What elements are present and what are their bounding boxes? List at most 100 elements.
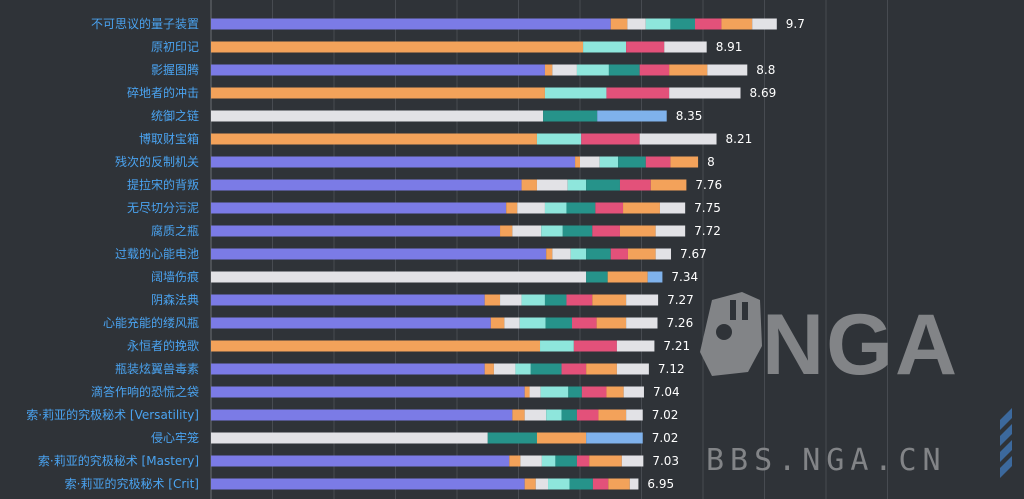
bar-segment — [586, 271, 608, 283]
bar-segment — [512, 409, 525, 421]
bar-segment — [639, 64, 670, 76]
bar-segment — [484, 363, 494, 375]
bar-segment — [707, 64, 748, 76]
bar-segment — [575, 156, 580, 168]
bar-segment — [521, 294, 545, 306]
bar-segment — [586, 179, 620, 191]
category-label: 不可思议的量子装置 — [91, 16, 199, 31]
bar-segment — [211, 87, 545, 99]
bar-segment — [669, 87, 741, 99]
bar-segment — [596, 317, 627, 329]
bar-segment — [544, 202, 567, 214]
category-label: 过载的心能电池 — [115, 246, 199, 261]
category-label: 瓶装炫翼兽毒素 — [115, 361, 199, 376]
value-label: 7.75 — [694, 201, 721, 215]
value-label: 8.8 — [756, 63, 775, 77]
value-label: 8 — [707, 155, 715, 169]
bar-segment — [610, 18, 628, 30]
bar-segment — [566, 294, 593, 306]
bar-segment — [484, 294, 501, 306]
category-label: 统御之链 — [151, 108, 199, 123]
category-label: 索·莉亚的究极秘术 [Versatility] — [26, 407, 199, 422]
bar-segment — [536, 432, 587, 444]
bar-segment — [595, 202, 624, 214]
bar-segment — [506, 202, 518, 214]
bar-segment — [639, 133, 717, 145]
category-label: 索·莉亚的究极秘术 [Mastery] — [38, 453, 199, 468]
bar-segment — [211, 133, 537, 145]
bar-segment — [566, 202, 596, 214]
bar-segment — [650, 179, 687, 191]
bar-segment — [616, 340, 655, 352]
bar-segment — [544, 87, 607, 99]
category-label: 提拉宋的背叛 — [127, 177, 199, 192]
bar-segment — [695, 18, 722, 30]
bar-segment — [607, 271, 648, 283]
value-label: 7.02 — [652, 431, 679, 445]
bars — [211, 18, 777, 490]
bar-segment — [546, 248, 553, 260]
bar-segment — [592, 294, 627, 306]
bar-segment — [211, 64, 545, 76]
bar-segment — [561, 363, 587, 375]
bar-segment — [626, 41, 665, 53]
bar-segment — [598, 409, 627, 421]
value-label: 7.34 — [671, 270, 698, 284]
value-label: 8.69 — [750, 86, 777, 100]
bar-segment — [540, 340, 574, 352]
bar-segment — [623, 202, 660, 214]
bar-segment — [524, 478, 536, 490]
bar-segment — [626, 409, 643, 421]
bar-segment — [606, 87, 670, 99]
category-label: 阔墙伤痕 — [151, 269, 199, 284]
bar-segment — [211, 294, 485, 306]
value-label: 7.72 — [694, 224, 721, 238]
bar-segment — [211, 363, 485, 375]
bar-segment — [580, 156, 600, 168]
bar-segment — [544, 64, 553, 76]
bar-segment — [211, 156, 576, 168]
bar-segment — [569, 478, 593, 490]
bar-segment — [541, 455, 556, 467]
category-label: 腐质之瓶 — [151, 223, 199, 238]
bar-segment — [211, 18, 611, 30]
bar-segment — [517, 202, 545, 214]
watermark-url: BBS.NGA.CN — [706, 443, 947, 478]
bar-segment — [721, 18, 753, 30]
bar-segment — [592, 225, 620, 237]
bar-segment — [515, 363, 531, 375]
value-label: 7.04 — [653, 385, 680, 399]
bar-segment — [645, 156, 671, 168]
bar-segment — [610, 248, 628, 260]
bar-segment — [211, 248, 547, 260]
bar-segment — [543, 110, 598, 122]
bar-segment — [524, 409, 547, 421]
bar-segment — [546, 409, 562, 421]
bar-segment — [524, 386, 530, 398]
category-label: 心能充能的缕风瓶 — [103, 315, 199, 330]
bar-segment — [530, 363, 562, 375]
bar-segment — [647, 271, 663, 283]
bar-segment — [211, 317, 491, 329]
bar-segment — [586, 248, 611, 260]
value-label: 8.91 — [716, 40, 743, 54]
bar-segment — [629, 478, 639, 490]
bar-segment — [541, 225, 563, 237]
watermark-logo-text: NGA — [762, 297, 959, 393]
category-label: 影握图腾 — [151, 62, 199, 77]
bar-segment — [211, 409, 513, 421]
bar-segment — [493, 363, 516, 375]
bar-segment — [211, 386, 525, 398]
bar-segment — [509, 455, 521, 467]
bar-segment — [211, 202, 507, 214]
bar-segment — [512, 225, 542, 237]
bar-segment — [659, 202, 686, 214]
bar-segment — [487, 432, 537, 444]
bar-segment — [608, 478, 630, 490]
bar-segment — [520, 455, 542, 467]
bar-segment — [627, 18, 646, 30]
bar-segment — [211, 271, 587, 283]
category-label: 无尽切分污泥 — [127, 201, 199, 215]
bar-segment — [576, 455, 590, 467]
